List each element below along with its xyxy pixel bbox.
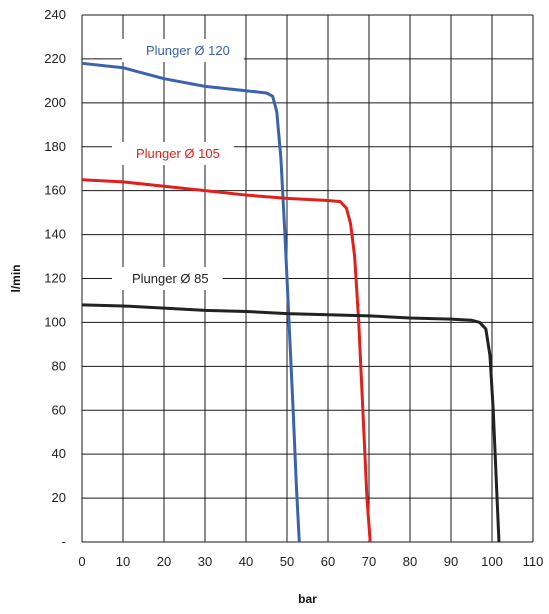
series-label-1: Plunger Ø 120	[146, 43, 230, 58]
y-tick-label: 220	[44, 51, 66, 66]
y-tick-label: 80	[52, 358, 66, 373]
series-label-box	[112, 267, 223, 290]
series-line-3	[81, 303, 501, 543]
x-tick-label: 60	[321, 554, 335, 569]
x-axis-title: bar	[298, 592, 317, 606]
y-tick-label: 40	[52, 446, 66, 461]
y-tick-label: 200	[44, 95, 66, 110]
x-tick-label: 40	[239, 554, 253, 569]
x-tick-label: 70	[362, 554, 376, 569]
y-tick-label: 120	[44, 271, 66, 286]
x-tick-label: 0	[78, 554, 85, 569]
y-axis-ticks: - 20 40 60 80 100 120 140 160 180 200 220 240	[44, 7, 66, 549]
x-tick-label: 80	[403, 554, 417, 569]
y-tick-label: -	[62, 534, 66, 549]
series-line-2	[81, 178, 372, 543]
x-tick-label: 90	[444, 554, 458, 569]
x-axis-ticks: 0 10 20 30 40 50 60 70 80 90 100 110	[78, 554, 543, 569]
y-tick-label: 100	[44, 314, 66, 329]
annotations: Plunger Ø 120 Plunger Ø 105 Plunger Ø 85	[112, 39, 244, 290]
series-label-2: Plunger Ø 105	[136, 146, 220, 161]
x-tick-label: 100	[481, 554, 503, 569]
x-tick-label: 50	[280, 554, 294, 569]
series-layer	[81, 61, 501, 543]
y-tick-label: 60	[52, 402, 66, 417]
series-label-box	[112, 142, 234, 165]
series-label-3: Plunger Ø 85	[132, 271, 209, 286]
y-tick-label: 140	[44, 227, 66, 242]
y-tick-label: 240	[44, 7, 66, 22]
x-tick-label: 20	[157, 554, 171, 569]
grid	[81, 14, 534, 543]
y-axis-title: l/min	[9, 264, 23, 292]
series-label-box	[122, 39, 244, 62]
x-tick-label: 110	[523, 554, 544, 569]
x-tick-label: 30	[198, 554, 212, 569]
y-tick-label: 160	[44, 183, 66, 198]
y-tick-label: 180	[44, 139, 66, 154]
x-tick-label: 10	[116, 554, 130, 569]
y-tick-label: 20	[52, 490, 66, 505]
series-line-1	[81, 61, 301, 543]
